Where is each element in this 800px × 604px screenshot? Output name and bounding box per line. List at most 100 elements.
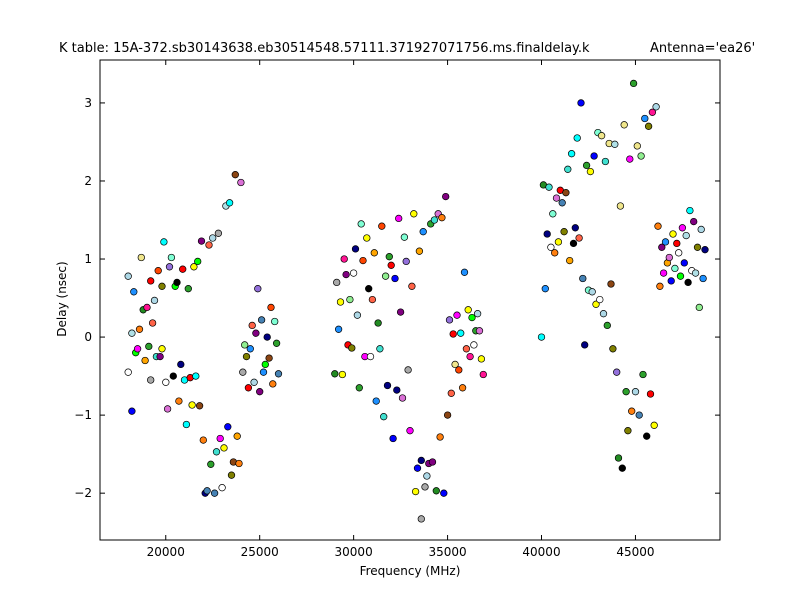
data-point [558, 199, 566, 207]
data-point [626, 155, 634, 163]
data-point [457, 329, 465, 337]
data-point [693, 243, 702, 251]
data-point [254, 285, 262, 293]
data-point [246, 345, 254, 353]
data-point [643, 432, 651, 440]
data-point [637, 152, 645, 160]
data-point [349, 269, 358, 277]
data-point [154, 267, 162, 275]
data-point [417, 456, 425, 465]
data-point [466, 352, 474, 361]
data-point [214, 229, 223, 237]
data-point [353, 311, 362, 319]
data-point [564, 165, 572, 173]
data-point [415, 247, 424, 255]
data-point [430, 216, 439, 224]
data-point [453, 311, 461, 319]
data-point [169, 372, 177, 380]
data-point [391, 274, 399, 283]
data-point [562, 189, 570, 197]
data-point [359, 256, 367, 265]
data-point [406, 427, 414, 435]
data-point [225, 199, 234, 207]
chart-title: K table: 15A-372.sb30143638.eb30514548.5… [59, 41, 590, 56]
data-point [271, 317, 279, 326]
data-point [458, 384, 467, 392]
data-point [633, 142, 641, 150]
data-point [188, 401, 196, 409]
data-point [628, 407, 636, 415]
data-point [365, 285, 373, 293]
data-point [451, 360, 459, 369]
data-point [611, 140, 619, 148]
data-point [141, 356, 149, 365]
data-point [372, 397, 380, 405]
data-point [537, 333, 546, 341]
data-point [199, 436, 207, 444]
data-point [421, 483, 429, 491]
data-point [237, 178, 245, 187]
data-point [370, 249, 378, 257]
data-point [682, 231, 690, 240]
x-axis-label: Frequency (MHz) [360, 564, 461, 578]
data-point [244, 384, 253, 392]
data-point [479, 370, 487, 379]
data-point [629, 79, 638, 88]
data-point [618, 464, 626, 472]
x-tick-label: 40000 [522, 545, 560, 559]
data-point [184, 285, 192, 293]
data-point [195, 402, 204, 410]
data-point [128, 407, 136, 415]
data-point [156, 352, 164, 361]
data-point [207, 460, 215, 468]
y-axis-label: Delay (nsec) [55, 261, 69, 336]
data-points [124, 79, 709, 523]
plot-frame [99, 59, 721, 541]
data-point [357, 220, 365, 228]
data-point [400, 233, 409, 241]
data-point [216, 434, 224, 443]
data-point [547, 243, 555, 251]
axis-ticks: 20000 25000 30000 35000 40000 45000 3 2 1 0 −1 −2 [74, 60, 720, 559]
data-point [644, 122, 653, 130]
data-point [242, 352, 251, 361]
data-point [148, 319, 157, 327]
data-point [378, 222, 386, 230]
data-point [147, 376, 155, 384]
data-point [443, 411, 452, 419]
data-point [607, 280, 615, 288]
y-tick-label: 3 [84, 96, 92, 110]
data-point [614, 454, 623, 462]
data-point [218, 484, 226, 492]
data-point [175, 397, 183, 405]
data-point [182, 420, 191, 429]
data-point [552, 194, 561, 202]
data-point [239, 368, 247, 376]
data-point [150, 296, 159, 305]
data-point [419, 228, 427, 236]
data-point [363, 234, 371, 242]
data-point [701, 246, 709, 254]
data-point [423, 472, 431, 480]
data-point [190, 263, 198, 271]
data-point [588, 288, 596, 296]
data-point [250, 378, 258, 386]
data-point [165, 263, 174, 271]
data-point [411, 487, 420, 496]
data-point [173, 278, 181, 287]
data-point [699, 274, 707, 283]
data-point [543, 230, 551, 238]
data-point [408, 282, 416, 290]
data-point [669, 230, 677, 238]
data-point [566, 256, 574, 265]
data-point [396, 308, 405, 316]
data-point [573, 134, 581, 142]
data-point [613, 368, 621, 376]
data-point [163, 405, 172, 413]
data-point [569, 239, 578, 248]
data-point [599, 310, 608, 318]
data-point [231, 171, 239, 179]
data-point [541, 285, 549, 293]
data-point [432, 487, 440, 495]
